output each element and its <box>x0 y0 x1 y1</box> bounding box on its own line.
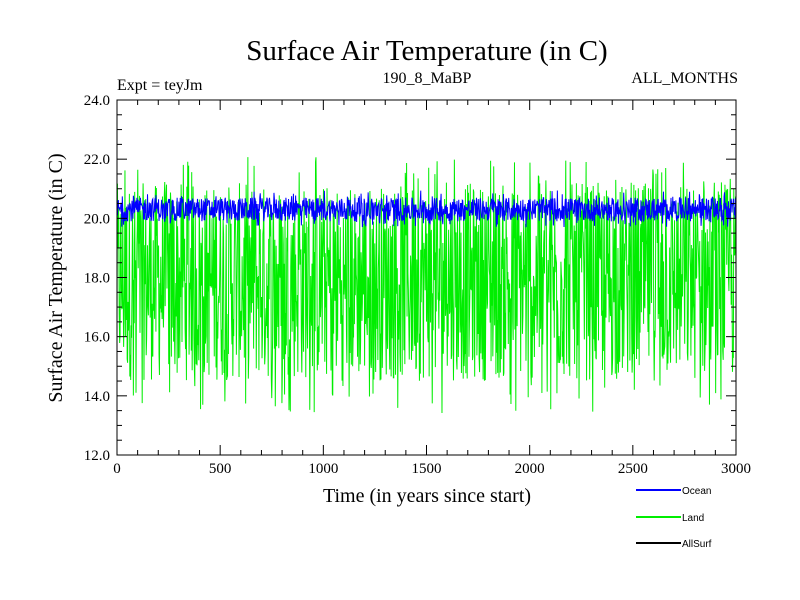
x-tick-label: 2000 <box>515 461 545 477</box>
legend: Ocean Land AllSurf <box>636 486 712 550</box>
x-tick-label: 3000 <box>721 461 751 477</box>
y-tick-label: 20.0 <box>84 211 110 227</box>
y-tick-label: 22.0 <box>84 152 110 168</box>
x-tick-label: 1500 <box>412 461 442 477</box>
chart-title: Surface Air Temperature (in C) <box>246 35 607 67</box>
series-line-land <box>116 157 737 414</box>
y-tick-label: 14.0 <box>84 389 110 405</box>
y-axis-ticks: 12.0 14.0 16.0 18.0 20.0 22.0 24.0 <box>84 93 736 464</box>
x-tick-label: 0 <box>113 461 121 477</box>
y-tick-label: 16.0 <box>84 330 110 346</box>
period-label: 190_8_MaBP <box>383 70 472 87</box>
x-axis-label: Time (in years since start) <box>323 485 531 507</box>
y-tick-label: 24.0 <box>84 93 110 109</box>
plot-series <box>116 157 737 414</box>
legend-label-ocean: Ocean <box>682 486 711 497</box>
x-tick-label: 500 <box>209 461 232 477</box>
y-axis-label: Surface Air Temperature (in C) <box>45 153 67 402</box>
y-tick-label: 18.0 <box>84 271 110 287</box>
legend-label-allsurf: AllSurf <box>682 539 712 550</box>
x-axis-ticks: 0 500 1000 1500 2000 2500 3000 <box>113 100 751 477</box>
y-tick-label: 12.0 <box>84 448 110 464</box>
x-tick-label: 2500 <box>618 461 648 477</box>
legend-label-land: Land <box>682 513 704 524</box>
x-tick-label: 1000 <box>308 461 338 477</box>
experiment-label: Expt = teyJm <box>117 77 203 94</box>
series-line-ocean <box>116 190 737 228</box>
months-label: ALL_MONTHS <box>631 70 738 87</box>
